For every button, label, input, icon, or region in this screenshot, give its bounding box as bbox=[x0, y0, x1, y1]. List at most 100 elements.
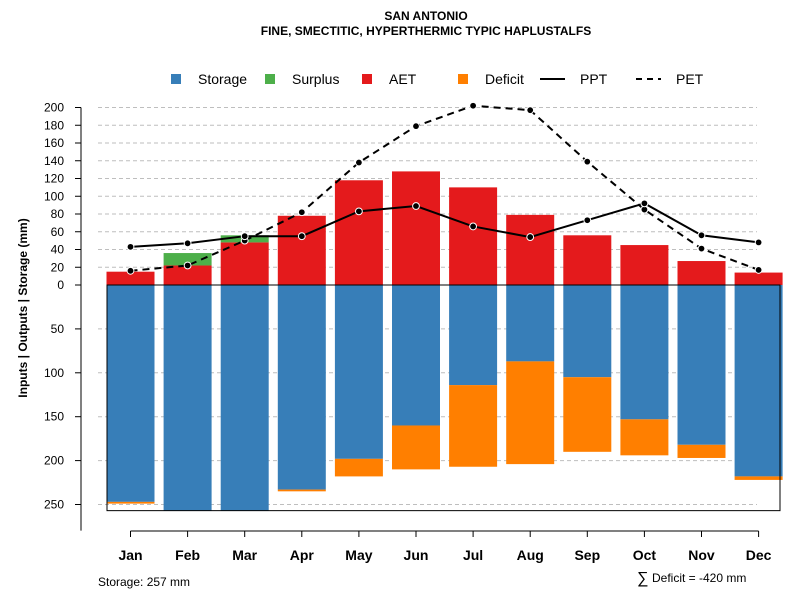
ppt-point-mar bbox=[240, 232, 249, 241]
aet-bar-jun bbox=[392, 171, 440, 285]
storage-bar-jan bbox=[106, 285, 155, 502]
legend-swatch-deficit bbox=[458, 74, 468, 84]
legend-label-storage: Storage bbox=[198, 71, 247, 87]
legend-label-pet: PET bbox=[676, 71, 704, 87]
ppt-point-sep bbox=[583, 216, 592, 225]
storage-bar-feb bbox=[163, 285, 212, 511]
x-tick-label-apr: Apr bbox=[290, 547, 315, 563]
y-tick-label: 0 bbox=[57, 278, 64, 292]
pet-point-jul bbox=[469, 101, 478, 110]
aet-bar-feb bbox=[163, 265, 212, 285]
pet-point-may bbox=[355, 158, 363, 167]
x-tick-label-mar: Mar bbox=[232, 547, 257, 563]
storage-bar-jul bbox=[449, 285, 498, 386]
y-tick-label: 250 bbox=[44, 498, 64, 512]
deficit-bar-jun bbox=[392, 425, 440, 470]
pet-point-jan bbox=[126, 266, 135, 275]
x-tick-label-jan: Jan bbox=[118, 547, 142, 563]
pet-line bbox=[130, 104, 759, 272]
storage-bar-sep bbox=[563, 285, 612, 378]
ppt-line bbox=[130, 202, 759, 248]
y-tick-label: 60 bbox=[51, 225, 65, 239]
x-tick-label-feb: Feb bbox=[175, 547, 200, 563]
surplus-bar-feb bbox=[163, 253, 212, 266]
y-tick-label: 180 bbox=[44, 118, 64, 132]
aet-bar-may bbox=[334, 180, 383, 285]
y-tick-label: 200 bbox=[44, 454, 64, 468]
storage-bar-mar bbox=[220, 285, 269, 511]
x-tick-label-sep: Sep bbox=[574, 547, 600, 563]
y-tick-label: 100 bbox=[44, 366, 64, 380]
pet-point-feb bbox=[183, 261, 192, 270]
pet-point-dec bbox=[754, 266, 763, 274]
x-tick-label-jul: Jul bbox=[463, 547, 483, 563]
ppt-point-apr bbox=[297, 232, 306, 241]
ppt-point-may bbox=[355, 207, 363, 216]
ppt-point-aug bbox=[526, 233, 535, 241]
y-tick-label: 50 bbox=[51, 322, 65, 336]
y-tick-label: 140 bbox=[44, 154, 64, 168]
deficit-bar-sep bbox=[563, 377, 612, 452]
pet-point-apr bbox=[297, 208, 306, 217]
ppt-point-jan bbox=[126, 242, 135, 251]
y-tick-label: 40 bbox=[51, 243, 65, 257]
legend-label-surplus: Surplus bbox=[292, 71, 339, 87]
storage-bar-jun bbox=[392, 285, 440, 426]
deficit-annotation: Deficit = -420 mm bbox=[652, 571, 746, 585]
legend: Storage Surplus AET Deficit PPT PET bbox=[171, 71, 704, 87]
x-tick-label-aug: Aug bbox=[517, 547, 544, 563]
y-tick-label: 200 bbox=[44, 101, 64, 115]
y-tick-label: 80 bbox=[51, 207, 65, 221]
x-tick-label-may: May bbox=[345, 547, 372, 563]
storage-bar-oct bbox=[620, 285, 669, 420]
aet-bar-sep bbox=[563, 235, 612, 285]
ppt-point-feb bbox=[183, 239, 192, 248]
x-tick-label-oct: Oct bbox=[633, 547, 657, 563]
storage-bar-apr bbox=[277, 285, 326, 490]
deficit-bar-jul bbox=[449, 385, 498, 467]
chart-title: SAN ANTONIO bbox=[384, 9, 467, 23]
ppt-point-nov bbox=[697, 231, 706, 240]
aet-bar-oct bbox=[620, 245, 669, 285]
aet-bar-nov bbox=[677, 261, 726, 285]
legend-label-aet: AET bbox=[389, 71, 417, 87]
deficit-bar-oct bbox=[620, 419, 669, 456]
deficit-bar-may bbox=[334, 458, 383, 477]
legend-label-deficit: Deficit bbox=[485, 71, 524, 87]
pet-point-aug bbox=[526, 106, 535, 115]
pet-point-jun bbox=[412, 122, 420, 131]
y-tick-label: 20 bbox=[51, 260, 65, 274]
x-tick-label-nov: Nov bbox=[688, 547, 715, 563]
legend-label-ppt: PPT bbox=[580, 71, 608, 87]
bars bbox=[106, 171, 783, 511]
ppt-point-jun bbox=[412, 202, 420, 210]
y-tick-label: 150 bbox=[44, 410, 64, 424]
ppt-point-jul bbox=[469, 222, 478, 231]
deficit-bar-dec bbox=[734, 476, 783, 480]
series-lines bbox=[126, 101, 763, 275]
storage-bar-nov bbox=[677, 285, 726, 445]
y-tick-label: 120 bbox=[44, 172, 64, 186]
axes: 0 20 40 60 80 100 120 140 160 180 200 50 100 150 200 25… bbox=[44, 101, 781, 563]
y-axis-label: Inputs | Outputs | Storage (mm) bbox=[16, 218, 30, 397]
y-tick-label: 100 bbox=[44, 189, 64, 203]
legend-swatch-storage bbox=[171, 74, 181, 84]
deficit-sum-symbol: ∑ bbox=[637, 570, 648, 587]
pet-point-nov bbox=[697, 244, 706, 253]
aet-bar-jul bbox=[449, 187, 498, 285]
pet-point-sep bbox=[583, 157, 592, 166]
aet-bar-aug bbox=[506, 214, 555, 285]
deficit-bar-jan bbox=[106, 501, 155, 504]
aet-bar-dec bbox=[734, 272, 783, 285]
deficit-bar-apr bbox=[277, 489, 326, 492]
storage-bar-dec bbox=[734, 285, 783, 477]
legend-swatch-aet bbox=[362, 74, 372, 84]
aet-bar-apr bbox=[277, 215, 326, 285]
x-tick-label-dec: Dec bbox=[746, 547, 772, 563]
storage-bar-may bbox=[334, 285, 383, 459]
aet-bar-mar bbox=[220, 242, 269, 285]
storage-annotation: Storage: 257 mm bbox=[98, 575, 190, 589]
chart-subtitle: FINE, SMECTITIC, HYPERTHERMIC TYPIC HAPL… bbox=[261, 24, 591, 38]
ppt-point-dec bbox=[754, 238, 763, 247]
